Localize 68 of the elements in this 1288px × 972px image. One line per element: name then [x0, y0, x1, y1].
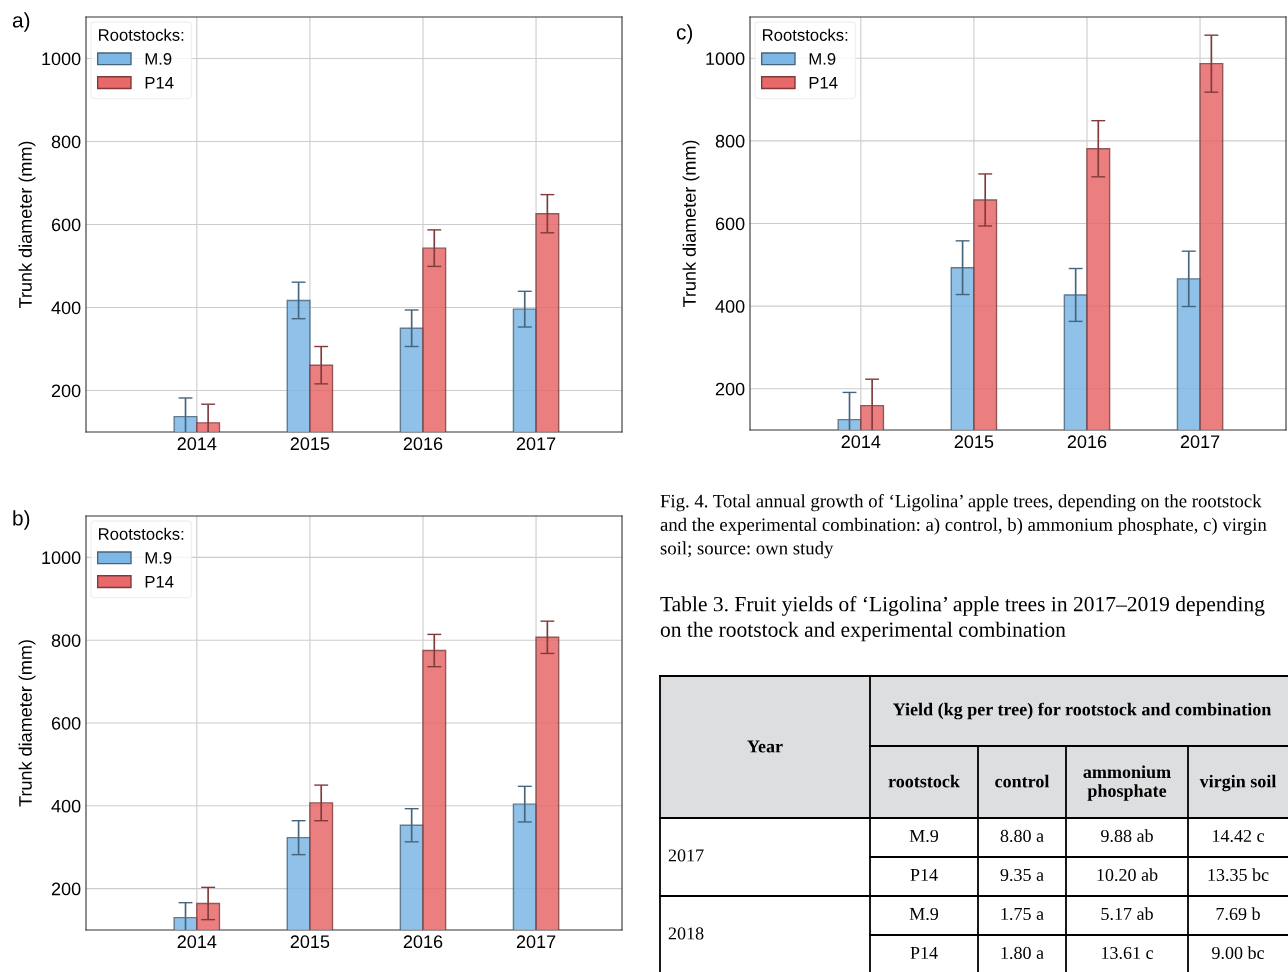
- x-tick-label: 2014: [177, 935, 217, 949]
- x-tick-label: 2017: [516, 437, 556, 451]
- text: M.9: [909, 829, 939, 843]
- y-tick-label: 400: [715, 300, 745, 313]
- text: 9.88 ab: [1101, 829, 1153, 843]
- text: 5.17 ab: [1101, 907, 1153, 921]
- y-tick-label: 200: [715, 382, 745, 396]
- y-tick-label: 800: [51, 135, 81, 149]
- legend-label: P14: [809, 77, 838, 89]
- text: M.9: [909, 907, 939, 921]
- text: b): [13, 510, 30, 530]
- x-tick-label: 2014: [841, 435, 881, 449]
- y-tick-label: 200: [51, 882, 81, 896]
- text: control: [995, 774, 1050, 788]
- text: Year: [747, 740, 783, 753]
- legend-title: Rootstocks:: [99, 28, 184, 41]
- text: 13.35 bc: [1208, 868, 1269, 882]
- text: 7.69 b: [1216, 907, 1260, 921]
- text: ammonium phosphate: [1083, 765, 1171, 801]
- legend-label: M.9: [145, 52, 172, 65]
- y-tick-label: 1000: [706, 52, 745, 66]
- caption: Fig. 4. Total annual growth of ‘Ligolina’ apple trees, depending on the rootstock and the experimental combination: a) control, b) ammonium phosphate, c) virgin soil; source: own study: [660, 494, 1267, 559]
- text: 2017: [668, 849, 704, 862]
- legend-title: Rootstocks:: [763, 28, 848, 41]
- x-tick-label: 2015: [290, 935, 330, 949]
- legend-label: P14: [145, 77, 174, 89]
- text: 1.80 a: [1001, 946, 1044, 960]
- text: rootstock: [888, 774, 960, 788]
- y-axis-title: Trunk diameter (mm): [18, 640, 36, 807]
- x-tick-label: 2015: [290, 437, 330, 451]
- text: a): [12, 12, 30, 32]
- y-axis-title: Trunk diameter (mm): [682, 140, 700, 308]
- y-tick-label: 1000: [42, 551, 81, 565]
- x-tick-label: 2017: [516, 935, 556, 949]
- caption: Table 3. Fruit yields of ‘Ligolina’ apple trees in 2017–2019 depending on the rootstock and experimental combination: [660, 596, 1265, 642]
- text: 1.75 a: [1001, 907, 1044, 921]
- text: virgin soil: [1199, 774, 1277, 792]
- legend-title: Rootstocks:: [99, 527, 184, 540]
- x-tick-label: 2016: [403, 437, 443, 451]
- y-tick-label: 600: [715, 217, 745, 231]
- text: c): [676, 24, 693, 44]
- x-tick-label: 2015: [954, 435, 994, 449]
- text: 9.00 bc: [1212, 946, 1265, 960]
- text: 2018: [668, 927, 704, 940]
- text: 8.80 a: [1000, 829, 1044, 843]
- y-tick-label: 600: [51, 218, 81, 232]
- x-tick-label: 2017: [1180, 435, 1220, 449]
- text: P14: [910, 946, 938, 959]
- y-tick-label: 800: [715, 134, 745, 148]
- x-tick-label: 2016: [1067, 435, 1107, 449]
- x-tick-label: 2014: [177, 437, 217, 451]
- text: 10.20 ab: [1097, 868, 1158, 882]
- text: 13.61 c: [1102, 946, 1154, 960]
- text: 14.42 c: [1213, 829, 1265, 843]
- y-axis-title: Trunk diameter (mm): [18, 141, 36, 309]
- y-tick-label: 600: [51, 716, 81, 730]
- text: Yield (kg per tree) for rootstock and combination: [892, 702, 1272, 720]
- y-tick-label: 1000: [42, 52, 81, 66]
- text: P14: [910, 868, 938, 881]
- legend-label: M.9: [145, 551, 172, 564]
- x-tick-label: 2016: [403, 935, 443, 949]
- y-tick-label: 800: [51, 634, 81, 647]
- y-tick-label: 200: [51, 384, 81, 398]
- legend-label: P14: [145, 576, 174, 588]
- text: 9.35 a: [1000, 868, 1044, 882]
- legend-label: M.9: [809, 52, 836, 65]
- y-tick-label: 400: [51, 799, 81, 813]
- y-tick-label: 400: [51, 301, 81, 315]
